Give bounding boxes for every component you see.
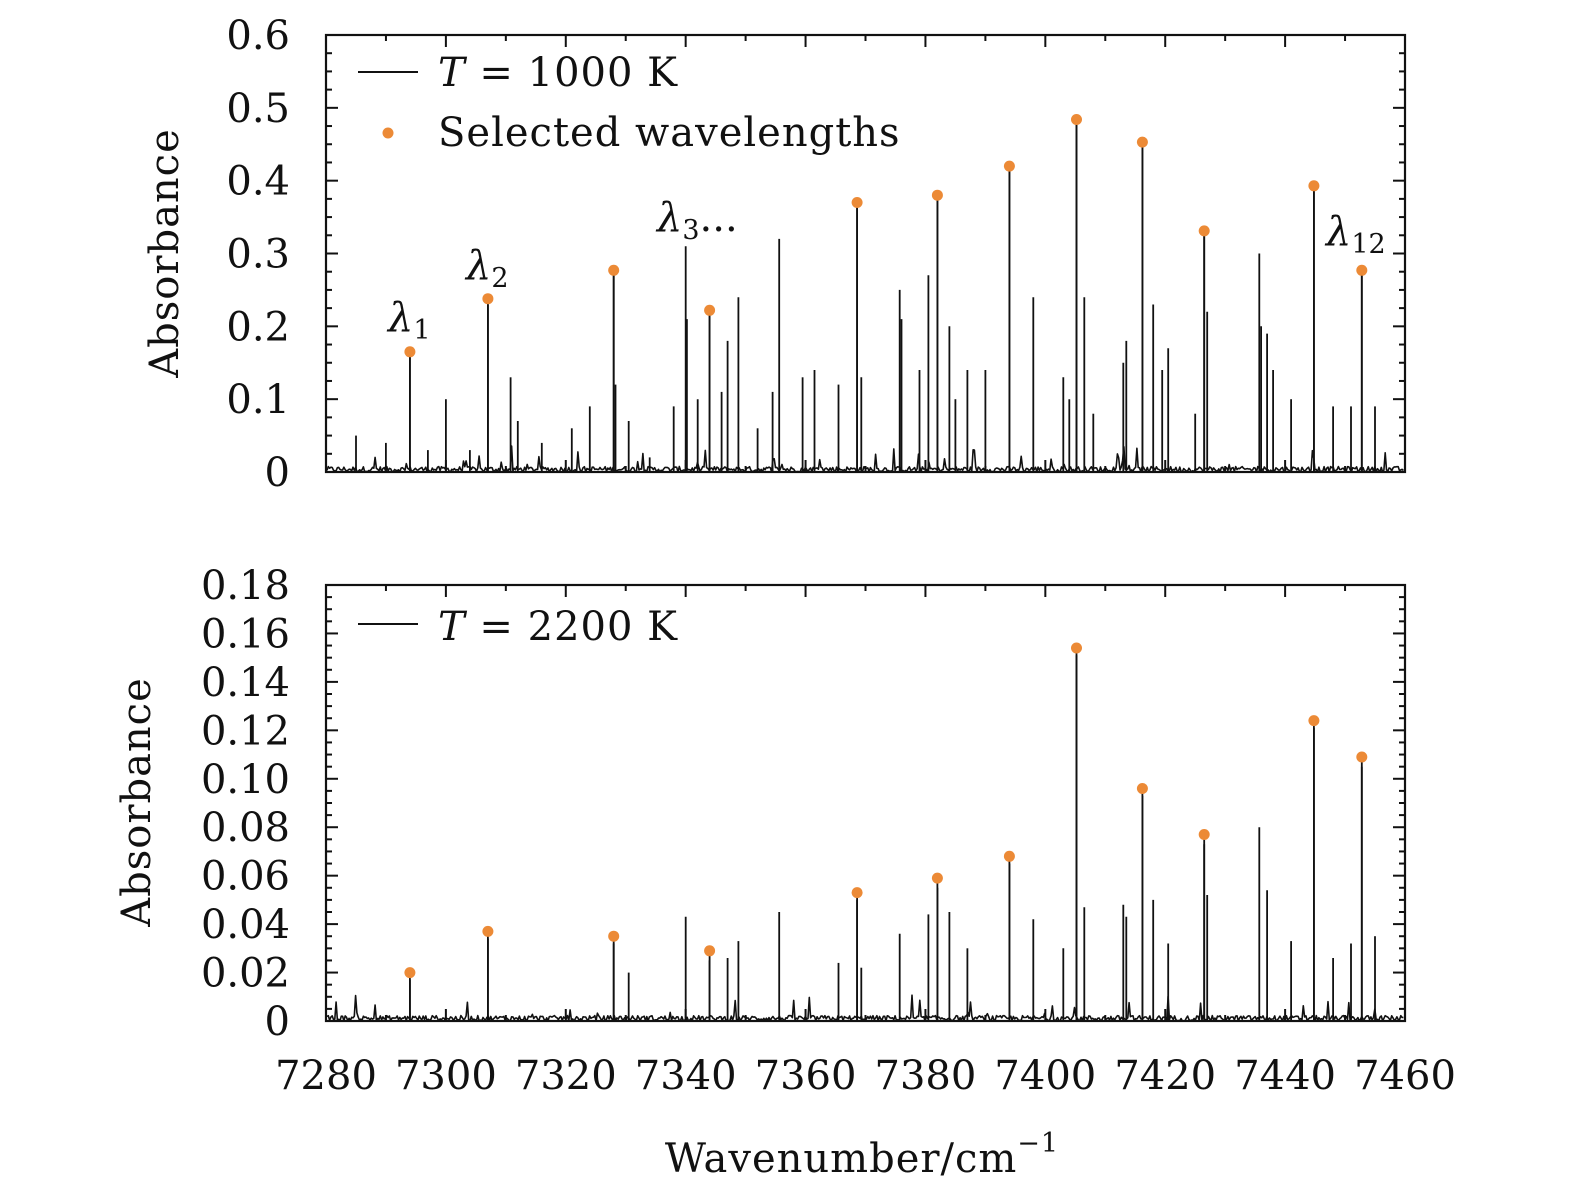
top-y-axis-label: Absorbance: [142, 128, 188, 379]
x-tick-label: 7300: [395, 1053, 497, 1099]
x-tick-label: 7340: [635, 1053, 737, 1099]
top-plot-area: [326, 114, 1406, 473]
top-selected-wavelength-marker: [1003, 160, 1015, 172]
bottom-y-axis-label: Absorbance: [114, 677, 160, 928]
top-legend-line-label: T = 1000 K: [438, 50, 678, 96]
bottom-selected-wavelength-marker: [851, 887, 863, 899]
top-selected-wavelength-marker: [704, 304, 716, 316]
bottom-legend: T = 2200 K: [358, 604, 678, 650]
x-tick-label: 7440: [1234, 1053, 1336, 1099]
bottom-y-tick-label: 0: [265, 999, 290, 1045]
bottom-selected-wavelength-marker: [1198, 829, 1210, 840]
bottom-panel: 00.020.040.060.080.100.120.140.160.18 Ab…: [114, 563, 1407, 1045]
bottom-y-tick-label: 0.14: [201, 660, 290, 706]
top-selected-wavelength-marker: [931, 189, 943, 201]
top-legend-temperature: = 1000 K: [466, 50, 678, 96]
bottom-y-tick-label: 0.10: [201, 757, 290, 803]
x-tick-label: 7360: [755, 1053, 857, 1099]
x-tick-labels: 7280 7300 7320 7340 7360 7380 7400 7420 7440 7460: [275, 1053, 1456, 1099]
top-selected-wavelength-marker: [404, 346, 416, 358]
bottom-y-tick-label: 0.02: [201, 951, 290, 997]
x-tick-label: 7420: [1114, 1053, 1216, 1099]
top-selected-wavelength-marker: [482, 293, 494, 305]
bottom-y-tick-label: 0.18: [201, 563, 290, 609]
x-axis-label: Wavenumber/cm−1: [665, 1128, 1059, 1182]
top-y-tick-label: 0.6: [226, 13, 290, 59]
top-selected-wavelength-marker: [1071, 114, 1082, 125]
top-legend-marker-swatch: [382, 127, 394, 139]
top-selected-wavelength-marker: [608, 264, 620, 276]
top-legend: T = 1000 K Selected wavelengths: [358, 50, 901, 156]
bottom-selected-wavelength-marker: [482, 925, 494, 937]
bottom-legend-line-label: T = 2200 K: [438, 604, 678, 650]
annotation-lambda-3: λ3...: [655, 195, 738, 246]
top-selected-wavelength-marker: [1356, 264, 1368, 276]
annotation-lambda-2: λ2: [464, 243, 509, 294]
top-selected-wavelength-marker: [1136, 136, 1148, 148]
top-y-tick-label: 0: [265, 450, 290, 496]
top-panel: 0 0.1 0.2 0.3 0.4 0.5 0.6 Absorbance T = 1000 …: [142, 13, 1407, 496]
top-selected-wavelength-marker: [1308, 180, 1320, 192]
bottom-y-ticks: 00.020.040.060.080.100.120.140.160.18: [201, 563, 1405, 1045]
top-selected-wavelength-marker: [1198, 225, 1210, 237]
x-tick-label: 7380: [875, 1053, 977, 1099]
bottom-selected-wavelength-marker: [1356, 751, 1368, 763]
bottom-selected-wavelength-marker: [704, 945, 716, 957]
x-tick-label: 7320: [515, 1053, 617, 1099]
bottom-y-tick-label: 0.04: [201, 902, 290, 948]
bottom-selected-wavelength-marker: [1136, 783, 1148, 794]
x-tick-label: 7280: [275, 1053, 377, 1099]
bottom-y-tick-label: 0.06: [201, 854, 290, 900]
top-x-ticks: [325, 35, 1406, 472]
bottom-selected-wavelength-marker: [608, 930, 620, 942]
bottom-legend-t-symbol: T: [438, 604, 468, 650]
top-legend-t-symbol: T: [438, 50, 468, 96]
bottom-selected-wavelength-marker: [404, 967, 416, 979]
bottom-selected-wavelength-marker: [1308, 715, 1320, 727]
x-tick-label: 7460: [1354, 1053, 1456, 1099]
bottom-y-tick-label: 0.08: [201, 805, 290, 851]
annotation-lambda-1: λ1: [386, 295, 431, 346]
bottom-y-tick-label: 0.16: [201, 611, 290, 657]
top-y-tick-label: 0.3: [226, 232, 290, 278]
bottom-y-tick-label: 0.12: [201, 708, 290, 754]
bottom-plot-area: [326, 642, 1406, 1022]
x-tick-label: 7400: [994, 1053, 1096, 1099]
bottom-legend-temperature: = 2200 K: [466, 604, 678, 650]
bottom-selected-wavelength-marker: [1071, 642, 1082, 654]
bottom-selected-wavelength-marker: [1003, 850, 1015, 862]
top-selected-wavelength-marker: [851, 197, 863, 208]
top-legend-marker-label: Selected wavelengths: [438, 110, 901, 156]
top-y-ticks: 0 0.1 0.2 0.3 0.4 0.5 0.6: [226, 13, 1405, 496]
top-y-tick-label: 0.1: [226, 377, 290, 423]
annotation-lambda-12: λ12: [1324, 209, 1386, 260]
top-y-tick-label: 0.5: [226, 86, 290, 132]
bottom-selected-wavelength-marker: [931, 872, 943, 884]
bottom-x-ticks: [325, 585, 1406, 1021]
top-y-tick-label: 0.2: [226, 304, 290, 350]
top-y-tick-label: 0.4: [226, 159, 290, 205]
